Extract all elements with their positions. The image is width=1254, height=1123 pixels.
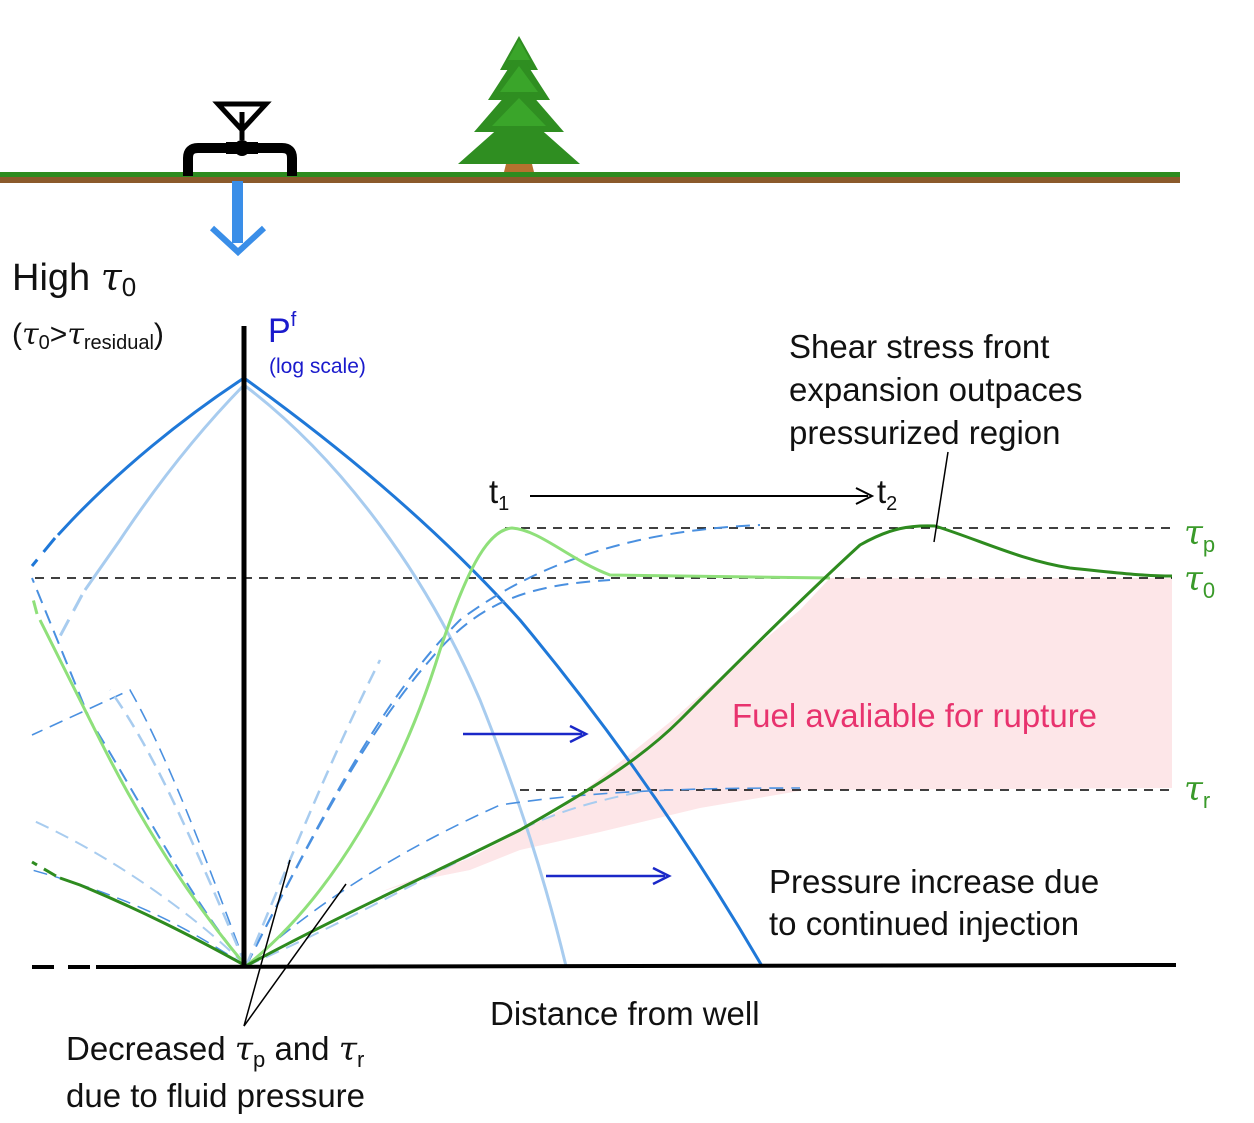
- reference-lines: [35, 527, 1172, 791]
- axes: [32, 326, 1177, 969]
- t2-letter: t: [877, 473, 886, 510]
- title-tau-symbol: τ: [101, 255, 123, 299]
- ground-surface: [0, 172, 1180, 183]
- y-axis-label-P: P: [268, 312, 291, 350]
- shear-front-line2: expansion outpaces: [789, 371, 1083, 408]
- decreased-line2: due to fluid pressure: [66, 1077, 365, 1114]
- decreased-line1: Decreased τp and τr: [66, 1029, 364, 1072]
- pressure-arrow-upper-head: [569, 724, 589, 744]
- tau-p-sub: p: [1203, 532, 1215, 557]
- pressure-increase-line2: to continued injection: [769, 905, 1079, 942]
- shear-front-annotation: Shear stress front expansion outpaces pr…: [789, 328, 1083, 543]
- decreased-prefix: Decreased: [66, 1030, 235, 1067]
- pressure-curve-t1: [56, 383, 568, 967]
- decreased-tau1-sub: p: [253, 1047, 265, 1072]
- injection-arrow-icon: [209, 181, 267, 257]
- fuel-region: [380, 578, 1172, 892]
- pressure-arrow-lower-head: [652, 866, 672, 886]
- tau-0-sub: 0: [1203, 578, 1215, 603]
- y-axis-scale-note: (log scale): [269, 355, 366, 378]
- x-axis: [95, 963, 1177, 969]
- y-axis-label-sup: f: [291, 309, 297, 331]
- decreased-tau-annotation: Decreased τp and τr due to fluid pressur…: [66, 859, 365, 1114]
- pressure-curve-t2: [30, 376, 764, 967]
- t1-label: t1: [489, 473, 509, 515]
- ground-soil: [0, 176, 1180, 183]
- shear-front-line3: pressurized region: [789, 414, 1060, 451]
- decreased-tau1: τ: [235, 1029, 254, 1068]
- y-axis-label: Pf: [268, 309, 297, 350]
- tau-0-symbol: τ: [1184, 559, 1204, 599]
- decreased-pointer-2: [243, 883, 347, 1027]
- title-high-tau0: High τ0: [12, 255, 136, 302]
- t1-letter: t: [489, 473, 498, 510]
- ground-grass: [0, 172, 1180, 177]
- dashed-threshold-curves: [31, 524, 801, 967]
- stress-curve-t1: [30, 526, 831, 968]
- time-progression: t1 t2: [489, 473, 897, 515]
- decreased-pointer-1: [243, 859, 291, 1027]
- tau-p-symbol: τ: [1184, 513, 1204, 553]
- well-valve-icon: [183, 101, 297, 176]
- shear-front-line1: Shear stress front: [789, 328, 1049, 365]
- title-subscript: 0: [122, 272, 136, 302]
- shear-front-pointer: [933, 451, 949, 543]
- tau-0-label: τ0: [1184, 559, 1215, 603]
- tau-r-sub: r: [1203, 788, 1210, 813]
- condition-label: (τ0>τresidual): [12, 317, 164, 354]
- pressure-increase-arrows: [463, 724, 672, 886]
- x-axis-label: Distance from well: [490, 995, 760, 1032]
- pressure-increase-line1: Pressure increase due: [769, 863, 1099, 900]
- decreased-and: and: [265, 1030, 338, 1067]
- stress-curve-t2: [31, 524, 1173, 968]
- t1-sub: 1: [498, 493, 509, 515]
- decreased-tau2-sub: r: [357, 1047, 364, 1072]
- condition-open: (: [12, 318, 22, 351]
- condition-tau: τ: [67, 317, 84, 352]
- t2-sub: 2: [886, 493, 897, 515]
- tau-r-label: τr: [1184, 769, 1210, 813]
- title-prefix: High: [12, 257, 101, 299]
- time-arrow-head: [855, 487, 875, 505]
- condition-close: ): [154, 318, 164, 351]
- tau-r-symbol: τ: [1184, 769, 1204, 809]
- condition-tau0: τ: [22, 317, 39, 352]
- fuel-label: Fuel avaliable for rupture: [732, 697, 1097, 734]
- condition-gt: >: [50, 318, 68, 351]
- condition-sub: residual: [84, 332, 154, 354]
- t2-label: t2: [877, 473, 897, 515]
- decreased-tau2: τ: [339, 1029, 358, 1068]
- condition-tau0-sub: 0: [39, 332, 50, 354]
- tau-p-label: τp: [1184, 513, 1215, 557]
- tree-icon: [458, 36, 580, 172]
